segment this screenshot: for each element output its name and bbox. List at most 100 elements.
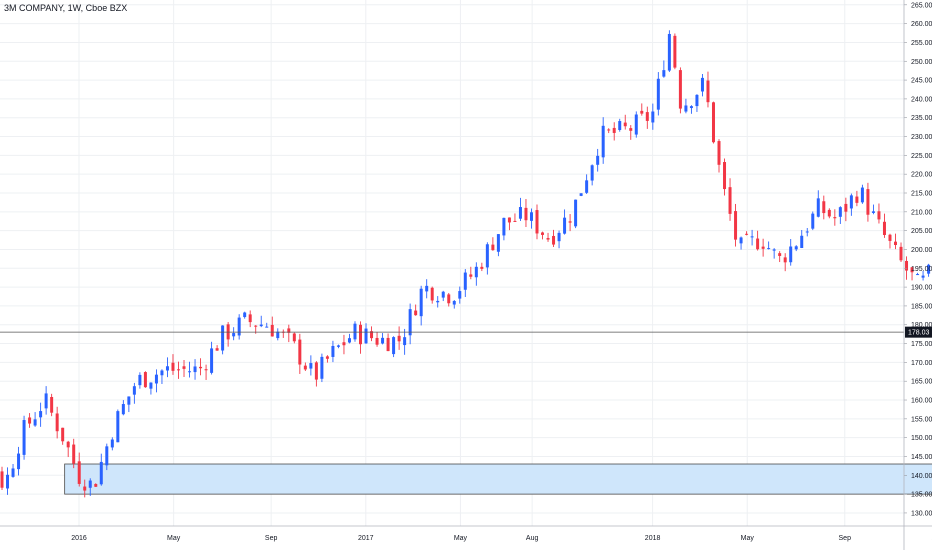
candle-body[interactable] [855,196,859,203]
candle-body[interactable] [359,324,363,345]
candle-body[interactable] [127,396,131,405]
candle-body[interactable] [331,345,335,357]
candle-body[interactable] [811,213,815,229]
candle-body[interactable] [529,212,533,221]
candle-body[interactable] [574,199,578,227]
candle-body[interactable] [634,114,638,135]
candle-body[interactable] [309,363,313,369]
candle-body[interactable] [270,324,274,337]
candle-body[interactable] [160,370,164,376]
candle-body[interactable] [182,366,186,369]
candle-body[interactable] [204,369,208,371]
candle-body[interactable] [320,356,324,379]
candle-body[interactable] [61,427,65,442]
candle-body[interactable] [893,241,897,246]
candle-body[interactable] [822,201,826,214]
candle-body[interactable] [507,217,511,223]
candle-body[interactable] [838,207,842,217]
candle-body[interactable] [154,374,158,384]
candle-body[interactable] [463,272,467,290]
candle-body[interactable] [882,221,886,236]
candle-body[interactable] [425,285,429,292]
candle-body[interactable] [866,189,870,215]
candle-body[interactable] [816,198,820,217]
candle-body[interactable] [662,70,666,77]
candle-body[interactable] [436,300,440,303]
candle-body[interactable] [116,411,120,443]
candle-body[interactable] [254,325,258,327]
candle-body[interactable] [193,366,197,373]
candle-body[interactable] [392,337,396,355]
candle-body[interactable] [292,333,296,342]
candle-body[interactable] [695,94,699,107]
candle-body[interactable] [877,211,881,220]
candle-body[interactable] [601,125,605,158]
candle-body[interactable] [491,244,495,251]
candle-body[interactable] [629,128,633,131]
candle-body[interactable] [11,468,15,477]
candle-body[interactable] [22,420,26,455]
candle-body[interactable] [916,274,920,276]
candle-body[interactable] [336,345,340,347]
candle-body[interactable] [232,333,236,337]
candle-body[interactable] [50,397,54,413]
candle-body[interactable] [88,480,92,488]
candle-body[interactable] [237,317,241,336]
candle-body[interactable] [789,246,793,263]
candle-body[interactable] [44,393,48,409]
candle-body[interactable] [110,439,114,448]
candle-body[interactable] [805,231,809,233]
candle-body[interactable] [259,324,263,327]
candle-body[interactable] [524,207,528,221]
candle-body[interactable] [640,110,644,114]
candle-body[interactable] [99,461,103,485]
candle-body[interactable] [557,232,561,242]
candle-body[interactable] [298,339,302,365]
candle-body[interactable] [33,419,37,426]
candle-body[interactable] [447,294,451,304]
candle-body[interactable] [756,238,760,250]
candle-body[interactable] [265,326,269,328]
candle-body[interactable] [794,246,798,250]
candle-body[interactable] [303,365,307,370]
candle-body[interactable] [783,257,787,263]
candle-body[interactable] [121,404,125,415]
candle-body[interactable] [590,165,594,181]
candle-body[interactable] [430,287,434,301]
candle-body[interactable] [585,180,589,193]
candle-body[interactable] [502,217,506,236]
candle-body[interactable] [728,187,732,214]
candle-body[interactable] [469,274,473,277]
candle-body[interactable] [165,366,169,371]
candle-body[interactable] [480,266,484,269]
candle-body[interactable] [910,267,914,273]
candle-body[interactable] [176,369,180,371]
candle-body[interactable] [800,235,804,249]
candle-body[interactable] [171,362,175,371]
candle-body[interactable] [215,348,219,351]
candle-body[interactable] [276,331,280,339]
candle-body[interactable] [684,105,688,112]
candle-body[interactable] [678,70,682,109]
candle-body[interactable] [568,221,572,223]
candle-body[interactable] [623,122,627,127]
candle-body[interactable] [844,203,848,212]
candle-body[interactable] [0,471,4,488]
candle-body[interactable] [513,220,517,222]
support-zone[interactable] [64,463,932,495]
candle-body[interactable] [871,211,875,213]
candle-body[interactable] [347,338,351,343]
candle-body[interactable] [28,417,32,424]
candle-body[interactable] [750,236,754,238]
candle-body[interactable] [827,209,831,217]
candle-body[interactable] [243,312,247,318]
candle-body[interactable] [905,260,909,271]
candle-body[interactable] [143,372,147,388]
candle-body[interactable] [210,348,214,373]
candle-body[interactable] [849,195,853,209]
candle-body[interactable] [706,80,710,103]
candle-body[interactable] [927,264,931,274]
candle-body[interactable] [563,217,567,234]
